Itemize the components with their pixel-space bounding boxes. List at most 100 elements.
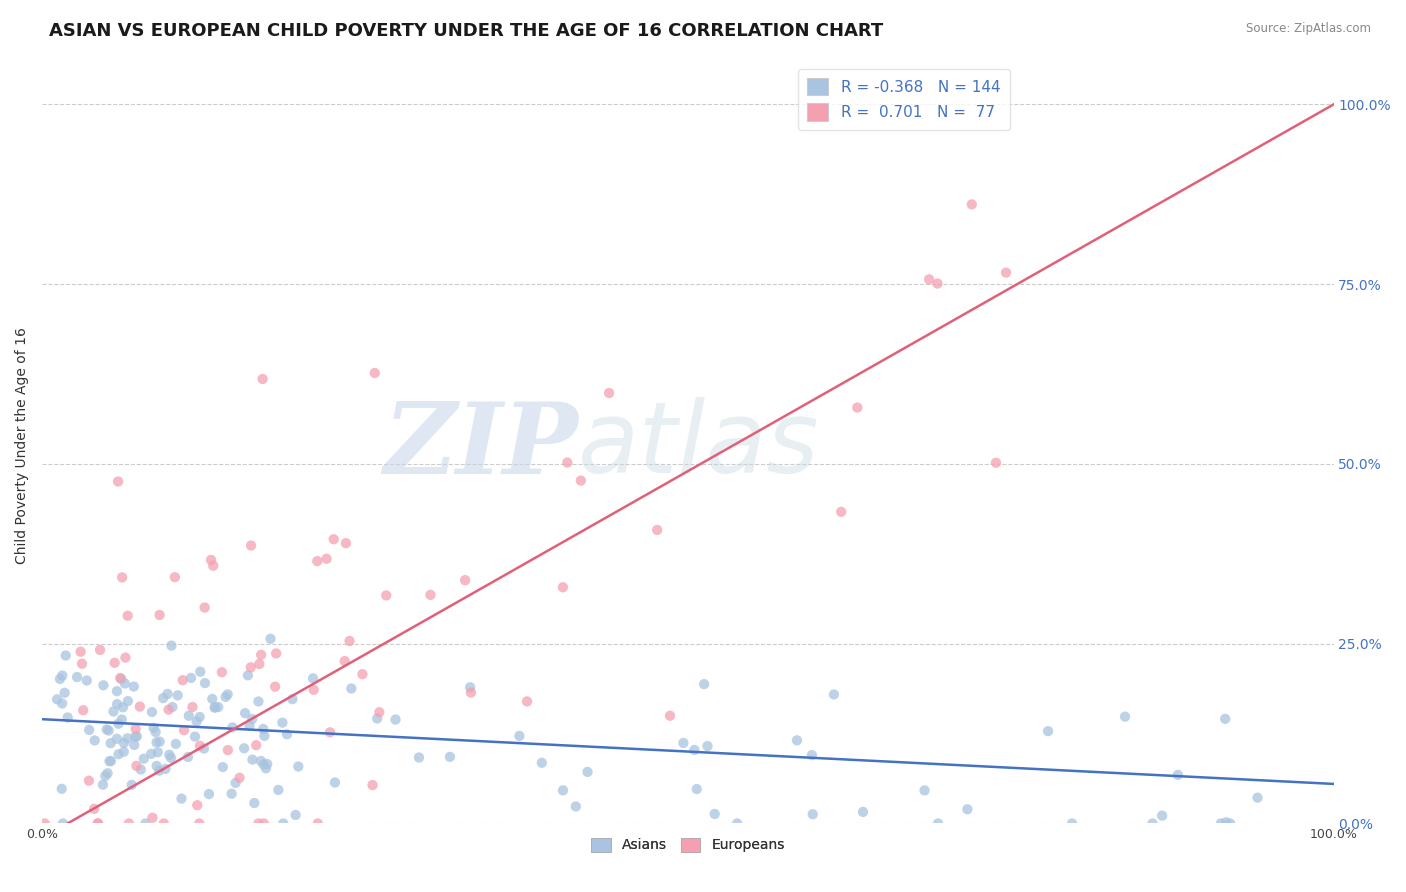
Point: [240, 539, 263, 553]
Point: [134, 816, 156, 830]
Point: [157, 703, 180, 717]
Point: [148, 764, 170, 778]
Point: [239, 660, 262, 674]
Point: [46, 692, 69, 706]
Point: [1114, 709, 1136, 723]
Point: [89, 643, 111, 657]
Point: [105, 731, 128, 746]
Point: [271, 715, 294, 730]
Point: [419, 588, 441, 602]
Point: [207, 700, 229, 714]
Point: [51, 781, 73, 796]
Point: [214, 690, 236, 704]
Point: [107, 716, 129, 731]
Point: [271, 816, 294, 830]
Point: [287, 759, 309, 773]
Point: [51, 697, 73, 711]
Point: [1167, 768, 1189, 782]
Point: [254, 761, 277, 775]
Point: [302, 671, 325, 685]
Point: [198, 787, 221, 801]
Point: [87, 816, 110, 830]
Text: ASIAN VS EUROPEAN CHILD POVERTY UNDER THE AGE OF 16 CORRELATION CHART: ASIAN VS EUROPEAN CHILD POVERTY UNDER TH…: [49, 22, 883, 40]
Point: [112, 736, 135, 750]
Point: [725, 816, 748, 830]
Point: [319, 725, 342, 739]
Point: [914, 783, 936, 797]
Point: [96, 723, 118, 737]
Point: [94, 769, 117, 783]
Point: [194, 600, 217, 615]
Point: [157, 747, 180, 762]
Point: [155, 762, 177, 776]
Point: [172, 673, 194, 688]
Point: [110, 671, 132, 685]
Point: [180, 671, 202, 685]
Point: [118, 816, 141, 830]
Point: [117, 608, 139, 623]
Point: [221, 787, 243, 801]
Point: [264, 647, 287, 661]
Point: [177, 750, 200, 764]
Point: [173, 723, 195, 738]
Point: [141, 747, 163, 761]
Point: [250, 648, 273, 662]
Point: [245, 738, 267, 752]
Point: [111, 700, 134, 714]
Point: [1036, 724, 1059, 739]
Point: [146, 745, 169, 759]
Point: [323, 775, 346, 789]
Point: [918, 272, 941, 286]
Point: [188, 665, 211, 679]
Point: [91, 778, 114, 792]
Y-axis label: Child Poverty Under the Age of 16: Child Poverty Under the Age of 16: [15, 327, 30, 565]
Point: [201, 692, 224, 706]
Point: [125, 730, 148, 744]
Point: [87, 816, 110, 830]
Point: [124, 722, 146, 736]
Point: [315, 551, 337, 566]
Point: [110, 672, 132, 686]
Point: [253, 729, 276, 743]
Point: [276, 727, 298, 741]
Point: [250, 754, 273, 768]
Point: [530, 756, 553, 770]
Point: [247, 694, 270, 708]
Point: [114, 676, 136, 690]
Point: [107, 747, 129, 762]
Point: [846, 401, 869, 415]
Point: [302, 682, 325, 697]
Point: [211, 760, 233, 774]
Point: [264, 680, 287, 694]
Point: [984, 456, 1007, 470]
Point: [686, 782, 709, 797]
Point: [458, 680, 481, 694]
Point: [105, 684, 128, 698]
Point: [188, 710, 211, 724]
Point: [55, 648, 77, 663]
Point: [375, 589, 398, 603]
Point: [927, 277, 949, 291]
Point: [823, 688, 845, 702]
Point: [77, 773, 100, 788]
Point: [565, 799, 588, 814]
Point: [152, 691, 174, 706]
Point: [322, 533, 344, 547]
Point: [259, 632, 281, 646]
Point: [141, 705, 163, 719]
Point: [267, 783, 290, 797]
Point: [211, 665, 233, 680]
Point: [122, 680, 145, 694]
Point: [368, 705, 391, 719]
Point: [508, 729, 530, 743]
Point: [253, 816, 276, 830]
Point: [454, 573, 477, 587]
Point: [100, 754, 122, 768]
Point: [51, 668, 73, 682]
Point: [193, 741, 215, 756]
Point: [460, 685, 482, 699]
Point: [1219, 816, 1241, 830]
Point: [121, 778, 143, 792]
Point: [242, 753, 264, 767]
Point: [240, 712, 263, 726]
